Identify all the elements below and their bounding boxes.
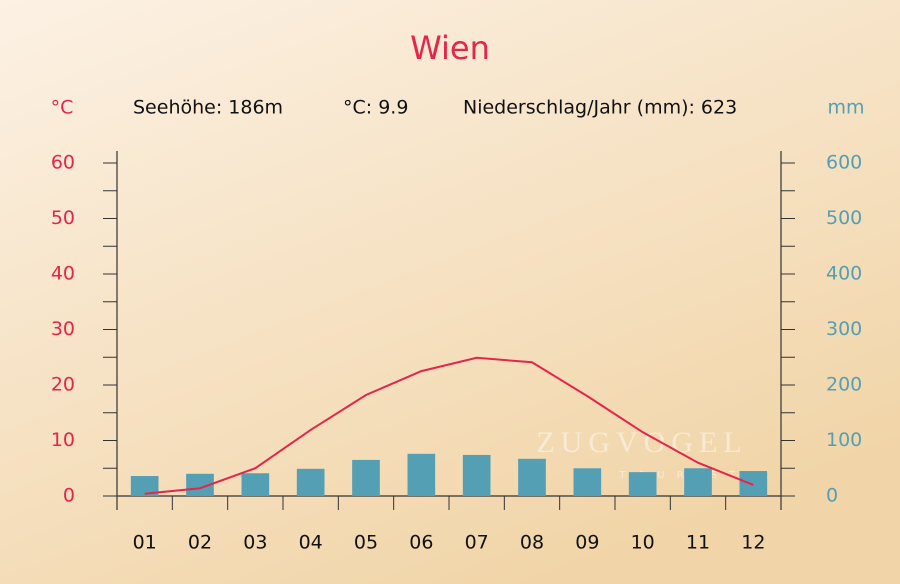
y-tick-label: 30 <box>51 318 75 340</box>
bar <box>518 458 546 496</box>
y2-tick-label: 400 <box>826 263 862 285</box>
x-tick-label: 04 <box>299 532 323 554</box>
y2-tick-label: 200 <box>826 374 862 396</box>
bar <box>628 472 657 496</box>
bar <box>186 473 214 496</box>
bar <box>462 454 491 496</box>
y-tick-label: 40 <box>51 263 75 285</box>
chart-title: Wien <box>410 29 490 67</box>
info-text: Niederschlag/Jahr (mm): 623 <box>463 97 737 119</box>
bar <box>739 471 768 496</box>
bar <box>241 473 270 496</box>
y-tick-label: 20 <box>51 374 75 396</box>
x-tick-label: 12 <box>741 532 765 554</box>
y-tick-label: 50 <box>51 207 75 229</box>
y-tick-label: 60 <box>51 152 75 174</box>
x-tick-label: 08 <box>520 532 544 554</box>
bar <box>296 468 325 496</box>
temperature-line <box>144 356 754 495</box>
x-tick-label: 01 <box>133 532 157 554</box>
y-axis-label: °C <box>51 97 74 119</box>
x-tick-label: 11 <box>686 532 710 554</box>
bar <box>573 468 602 496</box>
bar <box>407 453 436 496</box>
x-tick-label: 09 <box>575 532 599 554</box>
bar <box>130 476 159 496</box>
y2-axis-label: mm <box>827 97 864 119</box>
info-text: °C: 9.9 <box>343 97 408 119</box>
x-tick-label: 07 <box>465 532 489 554</box>
bar <box>684 468 712 496</box>
x-tick-label: 05 <box>354 532 378 554</box>
y2-tick-label: 300 <box>826 318 862 340</box>
y2-tick-label: 500 <box>826 207 862 229</box>
watermark: ZUGVOGEL <box>536 426 747 459</box>
y2-tick-label: 600 <box>826 152 862 174</box>
bar <box>352 459 380 496</box>
y-tick-label: 0 <box>63 485 75 507</box>
x-tick-label: 02 <box>188 532 212 554</box>
x-tick-label: 06 <box>409 532 433 554</box>
info-text: Seehöhe: 186m <box>133 97 283 119</box>
y2-tick-label: 100 <box>826 429 862 451</box>
x-tick-label: 03 <box>243 532 267 554</box>
y2-tick-label: 0 <box>826 485 838 507</box>
y-tick-label: 10 <box>51 429 75 451</box>
x-tick-label: 10 <box>631 532 655 554</box>
